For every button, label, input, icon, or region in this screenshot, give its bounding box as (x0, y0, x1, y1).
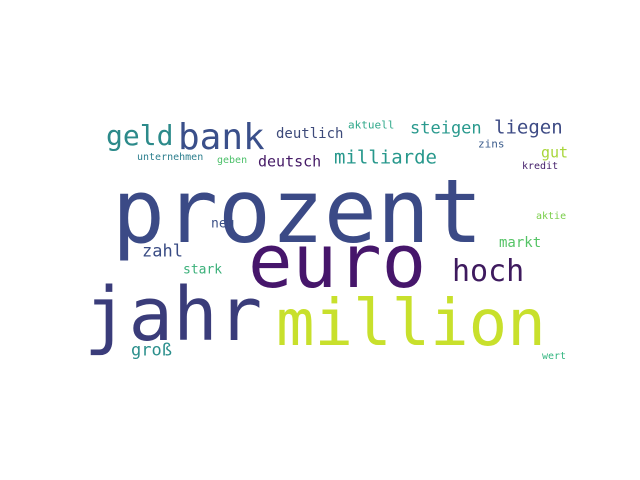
word-markt: markt (499, 235, 542, 251)
word-deutsch: deutsch (258, 152, 322, 171)
word-million: million (276, 287, 546, 361)
word-deutlich: deutlich (276, 126, 344, 142)
word-prozent: prozent (112, 160, 483, 263)
word-gut: gut (541, 143, 569, 162)
word-milliarde: milliarde (334, 146, 437, 169)
word-aktie: aktie (536, 211, 567, 222)
word-wert: wert (542, 351, 567, 362)
word-euro: euro (248, 219, 427, 305)
word-jahr: jahr (84, 272, 263, 358)
word-bank: bank (178, 117, 265, 158)
word-liegen: liegen (494, 116, 563, 139)
word-unternehmen: unternehmen (137, 152, 204, 163)
word-aktuell: aktuell (348, 118, 395, 132)
word-geld: geld (106, 119, 174, 152)
word-gross: groß (131, 340, 172, 361)
word-steigen: steigen (410, 118, 482, 139)
word-hoch: hoch (452, 254, 525, 289)
word-geben: geben (217, 155, 248, 166)
word-kredit: kredit (522, 161, 559, 172)
word-zahl: zahl (142, 241, 183, 262)
word-zins: zins (478, 137, 505, 151)
word-neu: neu (211, 216, 235, 232)
word-stark: stark (183, 262, 223, 278)
